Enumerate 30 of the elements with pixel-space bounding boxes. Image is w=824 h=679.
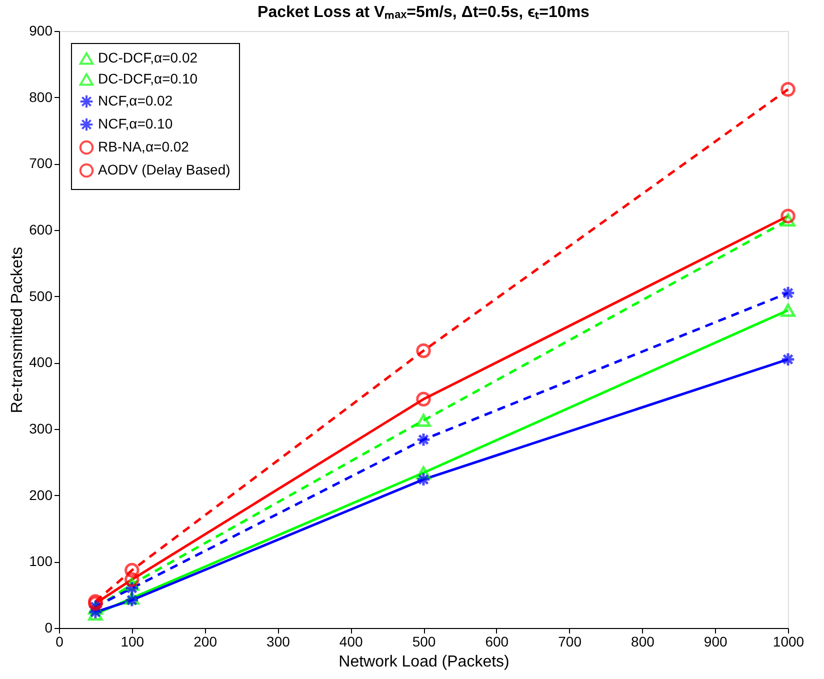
chart-title: Packet Loss at Vₘₐₓ=5m/s, Δt=0.5s, ϵₜ=10ms <box>258 4 590 21</box>
y-tick-label: 300 <box>29 420 53 436</box>
legend-label: DC-DCF,α=0.10 <box>98 70 198 86</box>
x-tick-label: 100 <box>120 634 144 650</box>
x-tick-label: 200 <box>194 634 218 650</box>
x-axis-title: Network Load (Packets) <box>338 654 510 670</box>
y-tick-label: 700 <box>29 155 53 172</box>
y-tick-label: 600 <box>29 222 53 238</box>
y-tick-label: 900 <box>29 22 53 38</box>
y-axis-title: Re-transmitted Packets <box>9 246 26 414</box>
y-tick-label: 500 <box>29 288 53 304</box>
x-tick-label: 900 <box>704 634 728 650</box>
y-tick-label: 200 <box>29 486 53 503</box>
legend-label: NCF,α=0.10 <box>98 116 173 132</box>
legend-label: AODV (Delay Based) <box>98 162 230 178</box>
legend-label: NCF,α=0.02 <box>98 92 173 108</box>
legend-label: RB-NA,α=0.02 <box>98 138 190 154</box>
x-tick-label: 600 <box>485 634 509 650</box>
x-tick-label: 800 <box>631 634 655 650</box>
x-tick-label: 500 <box>412 634 436 650</box>
x-tick-label: 0 <box>56 634 64 650</box>
y-tick-label: 0 <box>44 620 53 636</box>
legend-label: DC-DCF,α=0.02 <box>98 50 198 66</box>
x-tick-label: 400 <box>339 634 363 650</box>
y-tick-label: 800 <box>29 88 53 105</box>
x-tick-label: 1000 <box>772 634 804 650</box>
y-tick-label: 100 <box>29 553 53 570</box>
y-tick-label: 400 <box>29 354 53 370</box>
x-tick-label: 300 <box>266 634 290 650</box>
x-tick-label: 700 <box>558 634 582 650</box>
